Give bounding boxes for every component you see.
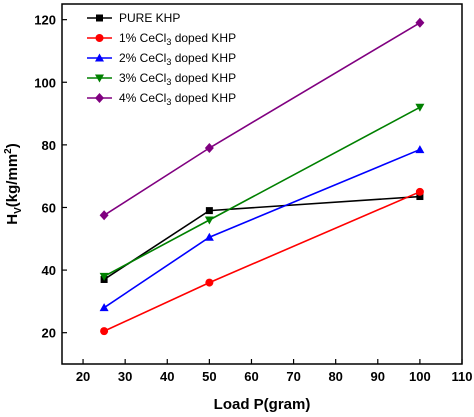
data-point-series-3: [415, 103, 425, 112]
legend-marker: [95, 93, 104, 103]
x-axis-title: Load P(gram): [214, 396, 311, 413]
x-tick-label: 60: [244, 369, 258, 384]
series-markers: [99, 17, 425, 336]
x-tick-label: 70: [286, 369, 300, 384]
data-point-series-3: [204, 216, 214, 225]
legend-label: 4% CeCl3 doped KHP: [119, 91, 236, 107]
legend-label: 3% CeCl3 doped KHP: [119, 71, 236, 87]
legend-label: PURE KHP: [119, 11, 180, 25]
legend-marker: [95, 53, 104, 62]
data-point-series-0: [205, 207, 213, 215]
series-lines: [103, 22, 421, 332]
data-point-series-1: [415, 187, 424, 196]
y-tick-label: 80: [42, 138, 56, 153]
data-point-series-2: [415, 145, 425, 154]
series-line-0: [103, 195, 420, 281]
data-point-series-1: [100, 327, 109, 336]
x-tick-label: 40: [160, 369, 174, 384]
y-tick-label: 40: [42, 263, 56, 278]
y-tick-label: 120: [34, 13, 56, 28]
plot-frame: [61, 3, 463, 365]
series-line-1: [103, 191, 421, 332]
data-point-series-3: [99, 272, 109, 281]
legend-marker: [96, 14, 103, 22]
data-point-series-2: [204, 232, 214, 241]
axis-ticks: 20 30 40 50 60 70 80 90 100 110 20 40 60 80 100 120: [34, 13, 472, 384]
legend-label: 1% CeCl3 doped KHP: [119, 31, 236, 47]
x-tick-label: 50: [202, 369, 216, 384]
data-point-series-4: [204, 143, 214, 153]
data-point-series-0: [416, 193, 424, 201]
legend-label: 2% CeCl3 doped KHP: [119, 51, 236, 67]
data-point-series-2: [99, 303, 109, 312]
x-tick-label: 90: [371, 369, 385, 384]
x-tick-label: 20: [76, 369, 90, 384]
legend-marker: [95, 34, 104, 42]
data-point-series-4: [415, 17, 425, 28]
series-line-2: [103, 148, 421, 309]
x-tick-label: 110: [452, 369, 473, 384]
series-line-3: [103, 106, 421, 278]
data-point-series-4: [99, 210, 109, 221]
data-point-series-1: [205, 278, 214, 287]
legend: PURE KHP 1% CeCl3 doped KHP 2% CeCl3 doped…: [87, 11, 236, 107]
y-axis-title: HV(kg/mm2): [3, 143, 24, 224]
legend-marker: [95, 74, 104, 83]
y-tick-label: 60: [42, 200, 56, 215]
y-tick-label: 100: [34, 75, 56, 90]
y-tick-label: 20: [42, 326, 56, 341]
x-tick-label: 100: [409, 369, 431, 384]
x-tick-label: 30: [118, 369, 132, 384]
x-tick-label: 80: [328, 369, 342, 384]
